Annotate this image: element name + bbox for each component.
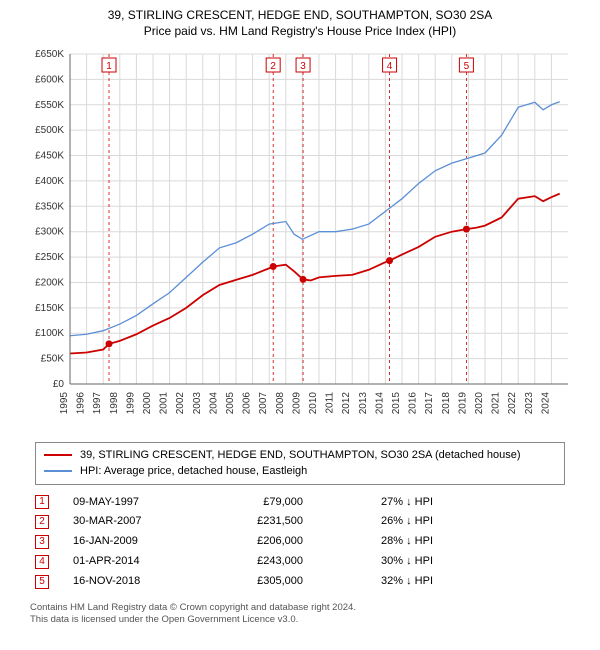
transaction-row: 1 09-MAY-1997£79,00027% ↓ HPI: [35, 493, 565, 513]
transaction-price: £305,000: [223, 572, 333, 592]
transaction-marker: 4: [35, 555, 49, 569]
transaction-date: 09-MAY-1997: [73, 493, 223, 513]
svg-text:2: 2: [270, 61, 276, 72]
transaction-pct: 30% ↓ HPI: [333, 552, 433, 572]
footer-line-1: Contains HM Land Registry data © Crown c…: [30, 602, 580, 614]
transaction-marker: 2: [35, 515, 49, 529]
price-chart: £0 £50K £100K £150K £200K £250K £300K £350K £400…: [20, 44, 580, 434]
svg-text:1: 1: [106, 61, 112, 72]
svg-text:£100K: £100K: [35, 328, 64, 339]
svg-text:£550K: £550K: [35, 99, 64, 110]
svg-text:2003: 2003: [192, 391, 203, 414]
transaction-date: 30-MAR-2007: [73, 512, 223, 532]
transaction-price: £243,000: [223, 552, 333, 572]
svg-text:1998: 1998: [109, 391, 120, 414]
svg-text:2020: 2020: [474, 391, 485, 414]
svg-text:£150K: £150K: [35, 302, 64, 313]
transaction-date: 16-NOV-2018: [73, 572, 223, 592]
svg-text:2006: 2006: [242, 391, 253, 414]
svg-text:3: 3: [300, 61, 306, 72]
transaction-price: £206,000: [223, 532, 333, 552]
svg-text:£650K: £650K: [35, 49, 64, 60]
transaction-row: 5 16-NOV-2018£305,00032% ↓ HPI: [35, 572, 565, 592]
transaction-date: 01-APR-2014: [73, 552, 223, 572]
svg-text:2001: 2001: [159, 391, 170, 414]
legend-label: HPI: Average price, detached house, East…: [80, 463, 307, 480]
chart-title: 39, STIRLING CRESCENT, HEDGE END, SOUTHA…: [108, 8, 493, 24]
transaction-pct: 32% ↓ HPI: [333, 572, 433, 592]
svg-text:£0: £0: [53, 379, 65, 390]
legend-row: HPI: Average price, detached house, East…: [44, 463, 556, 480]
svg-text:2000: 2000: [142, 391, 153, 414]
svg-text:£250K: £250K: [35, 252, 64, 263]
transaction-price: £79,000: [223, 493, 333, 513]
svg-text:2013: 2013: [358, 391, 369, 414]
svg-text:2005: 2005: [225, 391, 236, 414]
svg-text:1999: 1999: [125, 391, 136, 414]
transaction-pct: 28% ↓ HPI: [333, 532, 433, 552]
transaction-marker: 1: [35, 495, 49, 509]
legend-label: 39, STIRLING CRESCENT, HEDGE END, SOUTHA…: [80, 447, 521, 464]
svg-text:2021: 2021: [491, 391, 502, 414]
footer-line-2: This data is licensed under the Open Gov…: [30, 614, 580, 626]
chart-subtitle: Price paid vs. HM Land Registry's House …: [144, 24, 456, 38]
svg-text:£50K: £50K: [41, 353, 65, 364]
svg-text:2011: 2011: [325, 391, 336, 413]
svg-text:£450K: £450K: [35, 150, 64, 161]
chart-container: £0 £50K £100K £150K £200K £250K £300K £350K £400…: [20, 44, 580, 434]
footer-attribution: Contains HM Land Registry data © Crown c…: [20, 602, 580, 627]
svg-text:£200K: £200K: [35, 277, 64, 288]
svg-text:£300K: £300K: [35, 226, 64, 237]
svg-text:1996: 1996: [76, 391, 87, 414]
transaction-date: 16-JAN-2009: [73, 532, 223, 552]
svg-text:2017: 2017: [424, 391, 435, 414]
transaction-marker: 3: [35, 535, 49, 549]
svg-text:£500K: £500K: [35, 125, 64, 136]
svg-text:2018: 2018: [441, 391, 452, 414]
svg-text:2022: 2022: [507, 391, 518, 414]
svg-text:2007: 2007: [258, 391, 269, 414]
legend-row: 39, STIRLING CRESCENT, HEDGE END, SOUTHA…: [44, 447, 556, 464]
svg-text:1995: 1995: [59, 391, 70, 414]
svg-text:2019: 2019: [457, 391, 468, 414]
legend-swatch: [44, 470, 72, 472]
svg-text:4: 4: [387, 61, 393, 72]
svg-text:2004: 2004: [208, 391, 219, 414]
svg-text:2016: 2016: [408, 391, 419, 414]
svg-text:2023: 2023: [524, 391, 535, 414]
transactions-table: 1 09-MAY-1997£79,00027% ↓ HPI 2 30-MAR-2007…: [35, 493, 565, 592]
legend-swatch: [44, 454, 72, 456]
svg-text:£400K: £400K: [35, 176, 64, 187]
transaction-pct: 27% ↓ HPI: [333, 493, 433, 513]
legend: 39, STIRLING CRESCENT, HEDGE END, SOUTHA…: [35, 442, 565, 485]
svg-text:1997: 1997: [92, 391, 103, 414]
svg-text:£350K: £350K: [35, 201, 64, 212]
transaction-marker: 5: [35, 575, 49, 589]
svg-text:2002: 2002: [175, 391, 186, 414]
svg-text:2024: 2024: [540, 391, 551, 414]
transaction-pct: 26% ↓ HPI: [333, 512, 433, 532]
svg-text:2009: 2009: [291, 391, 302, 414]
svg-text:2012: 2012: [341, 391, 352, 414]
svg-text:2014: 2014: [374, 391, 385, 414]
svg-text:5: 5: [464, 61, 470, 72]
transaction-row: 2 30-MAR-2007£231,50026% ↓ HPI: [35, 512, 565, 532]
svg-text:£600K: £600K: [35, 74, 64, 85]
transaction-price: £231,500: [223, 512, 333, 532]
svg-text:2015: 2015: [391, 391, 402, 414]
svg-text:2010: 2010: [308, 391, 319, 414]
transaction-row: 3 16-JAN-2009£206,00028% ↓ HPI: [35, 532, 565, 552]
transaction-row: 4 01-APR-2014£243,00030% ↓ HPI: [35, 552, 565, 572]
svg-text:2008: 2008: [275, 391, 286, 414]
